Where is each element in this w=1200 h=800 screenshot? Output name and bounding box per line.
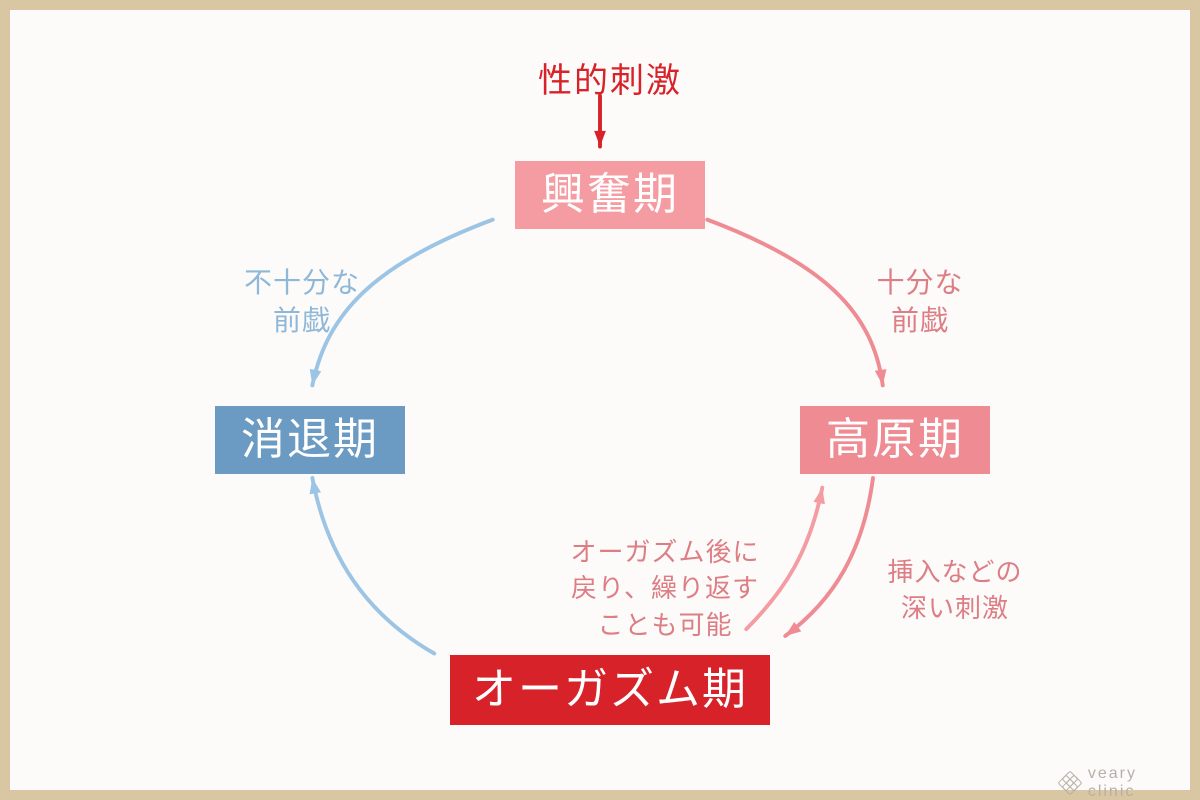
stimulus-label: 性的刺激 <box>460 53 760 102</box>
diagram-canvas: 性的刺激 興奮期 高原期 オーガズム期 消退期 十分な 前戯 不十分な 前戯 挿… <box>10 10 1190 790</box>
watermark: veary clinic <box>1060 765 1190 800</box>
watermark-icon <box>1060 773 1080 793</box>
watermark-text: veary clinic <box>1088 765 1190 800</box>
label-excitement-to-resolution: 不十分な 前戯 <box>152 265 452 341</box>
diagram-frame: 性的刺激 興奮期 高原期 オーガズム期 消退期 十分な 前戯 不十分な 前戯 挿… <box>0 0 1200 800</box>
node-orgasm: オーガズム期 <box>450 655 770 725</box>
label-orgasm-to-plateau: オーガズム後に 戻り、繰り返す ことも可能 <box>515 535 815 644</box>
node-resolution: 消退期 <box>215 406 405 474</box>
label-excitement-to-plateau: 十分な 前戯 <box>770 265 1070 341</box>
node-plateau: 高原期 <box>800 406 990 474</box>
label-plateau-to-orgasm: 挿入などの 深い刺激 <box>805 555 1105 628</box>
node-excitement: 興奮期 <box>515 161 705 229</box>
